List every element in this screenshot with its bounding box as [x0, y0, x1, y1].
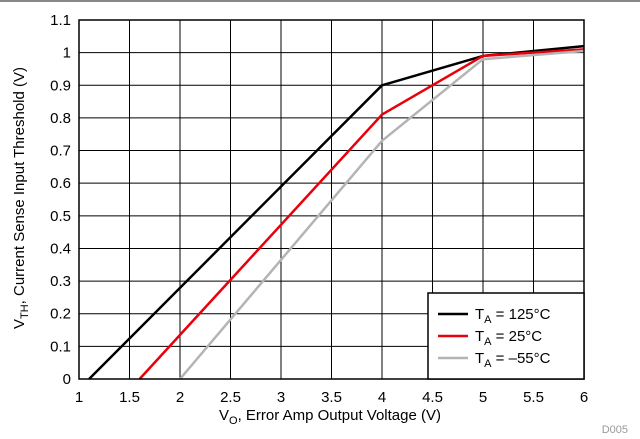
x-tick-label: 6: [580, 389, 588, 406]
y-axis-label: VTH, Current Sense Input Threshold (V): [11, 67, 31, 329]
series-line-1: [138, 48, 585, 380]
x-tick-label: 2: [176, 389, 184, 406]
series-line-2: [179, 49, 585, 380]
x-tick-label: 3: [277, 389, 285, 406]
y-tick-label: 0.9: [50, 77, 71, 94]
y-tick-label: 0.2: [50, 306, 71, 323]
y-tick-label: 0: [63, 371, 71, 388]
top-divider: [0, 0, 640, 2]
plot-frame: [78, 19, 585, 380]
y-tick-label: 0.8: [50, 110, 71, 127]
y-tick-label: 1.1: [50, 12, 71, 29]
y-tick-label: 0.1: [50, 338, 71, 355]
x-tick-label: 4: [378, 389, 386, 406]
legend-label-25c: TA = 25°C: [475, 328, 542, 348]
legend-label-125c: TA = 125°C: [475, 306, 551, 326]
figure-id: D005: [602, 424, 628, 436]
y-tick-label: 0.4: [50, 240, 71, 257]
x-tick-label: 3.5: [321, 389, 342, 406]
y-tick-label: 1: [63, 45, 71, 62]
x-tick-label: 2.5: [220, 389, 241, 406]
x-tick-label: 1.5: [119, 389, 140, 406]
y-tick-labels: 0 0.1 0.2 0.3 0.4 0.5 0.6 0.7 0.8 0.9 1 1.1: [50, 12, 71, 388]
y-tick-label: 0.3: [50, 273, 71, 290]
legend: TA = 125°C TA = 25°C TA = –55°C: [427, 292, 585, 380]
x-tick-label: 5.5: [523, 389, 544, 406]
x-axis-label: VO, Error Amp Output Voltage (V): [219, 407, 441, 427]
x-tick-label: 1: [75, 389, 83, 406]
series-lines: [88, 44, 585, 380]
y-tick-label: 0.7: [50, 143, 71, 160]
x-tick-labels: 1 1.5 2 2.5 3 3.5 4 4.5 5 5.5 6: [75, 389, 588, 406]
legend-label-minus55c: TA = –55°C: [475, 350, 551, 370]
series-line-0: [88, 44, 585, 380]
y-tick-label: 0.6: [50, 175, 71, 192]
x-tick-label: 4.5: [422, 389, 443, 406]
y-tick-label: 0.5: [50, 208, 71, 225]
x-tick-label: 5: [479, 389, 487, 406]
